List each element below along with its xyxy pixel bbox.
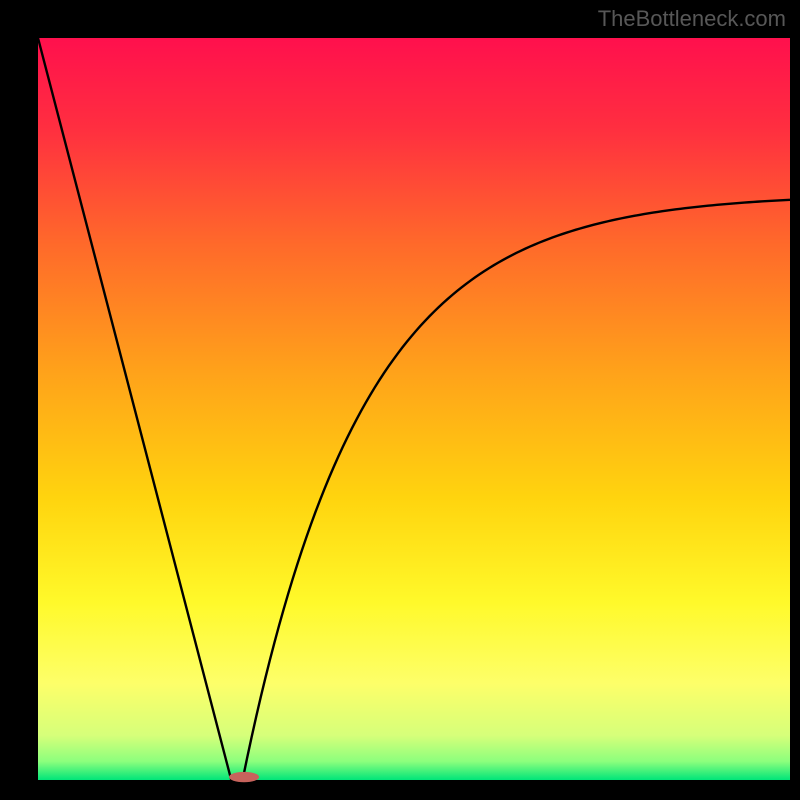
bottleneck-chart: TheBottleneck.com [0,0,800,800]
chart-svg [0,0,800,800]
optimal-marker [229,772,259,782]
watermark-label: TheBottleneck.com [598,6,786,32]
plot-area [38,38,790,780]
